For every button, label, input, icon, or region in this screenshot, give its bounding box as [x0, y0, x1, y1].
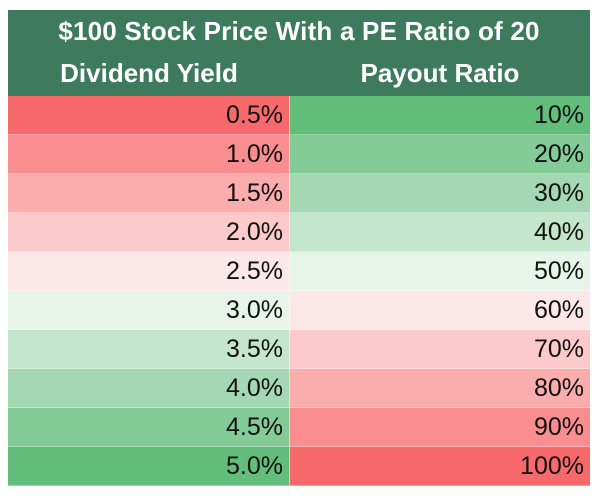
cell-payout-ratio: 10% — [290, 96, 590, 135]
cell-payout-ratio: 60% — [290, 291, 590, 330]
cell-dividend-yield: 2.0% — [8, 213, 290, 252]
cell-payout-ratio: 90% — [290, 408, 590, 447]
cell-dividend-yield: 0.5% — [8, 96, 290, 135]
column-header-payout-ratio: Payout Ratio — [360, 58, 520, 88]
cell-dividend-yield: 3.5% — [8, 330, 290, 369]
table-row: 3.5% 70% — [8, 330, 590, 369]
cell-payout-ratio: 20% — [290, 135, 590, 174]
table-row: 1.5% 30% — [8, 174, 590, 213]
cell-dividend-yield: 5.0% — [8, 447, 290, 486]
cell-payout-ratio: 30% — [290, 174, 590, 213]
cell-dividend-yield: 4.0% — [8, 369, 290, 408]
table-row: 4.5% 90% — [8, 408, 590, 447]
cell-dividend-yield: 1.0% — [8, 135, 290, 174]
cell-payout-ratio: 100% — [290, 447, 590, 486]
table-row: 3.0% 60% — [8, 291, 590, 330]
cell-dividend-yield: 3.0% — [8, 291, 290, 330]
table-row: 4.0% 80% — [8, 369, 590, 408]
table-header: $100 Stock Price With a PE Ratio of 20 D… — [8, 10, 590, 96]
table-row: 0.5% 10% — [8, 96, 590, 135]
column-header-dividend-yield: Dividend Yield — [60, 58, 238, 88]
cell-payout-ratio: 80% — [290, 369, 590, 408]
table-row: 2.0% 40% — [8, 213, 590, 252]
table-row: 5.0% 100% — [8, 447, 590, 486]
cell-dividend-yield: 4.5% — [8, 408, 290, 447]
table-title: $100 Stock Price With a PE Ratio of 20 — [58, 16, 540, 46]
cell-dividend-yield: 2.5% — [8, 252, 290, 291]
table-row: 1.0% 20% — [8, 135, 590, 174]
cell-dividend-yield: 1.5% — [8, 174, 290, 213]
cell-payout-ratio: 40% — [290, 213, 590, 252]
table-body: 0.5% 10% 1.0% 20% 1.5% 30% 2.0% 40% 2.5% 50% 3.0% 6… — [8, 96, 590, 486]
table-row: 2.5% 50% — [8, 252, 590, 291]
cell-payout-ratio: 70% — [290, 330, 590, 369]
cell-payout-ratio: 50% — [290, 252, 590, 291]
